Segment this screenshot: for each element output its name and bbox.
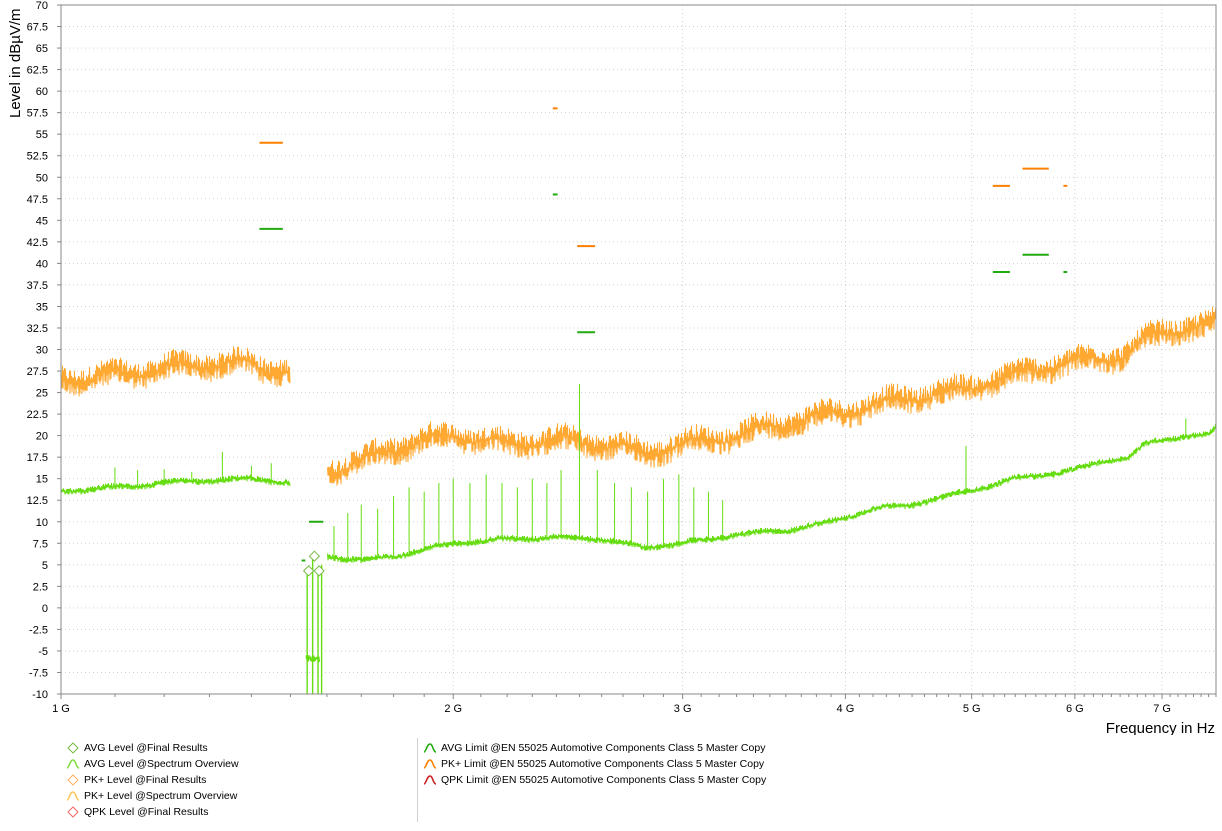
legend-diamond-symbol (67, 742, 79, 754)
x-tick-label: 5 G (963, 703, 981, 715)
avg-final-result-marker (308, 550, 321, 562)
y-tick-label: 32.5 (27, 323, 48, 335)
legend-item[interactable]: QPK Limit @EN 55025 Automotive Component… (423, 772, 766, 788)
x-axis-ticks: 1 G 2 G 3 G 4 G 5 G 6 G 7 G (52, 694, 1217, 715)
y-tick-label: 47.5 (27, 194, 48, 206)
legend-label: QPK Limit @EN 55025 Automotive Component… (441, 774, 767, 786)
y-tick-label: 0 (42, 603, 48, 615)
final-result-markers (302, 550, 325, 577)
y-tick-label: 67.5 (27, 22, 48, 34)
y-tick-label: 27.5 (27, 366, 48, 378)
legend-wave-symbol (423, 775, 437, 785)
y-tick-label: 62.5 (27, 65, 48, 77)
legend-item[interactable]: AVG Level @Spectrum Overview (66, 756, 239, 772)
legend-divider (417, 738, 418, 822)
x-tick-label: 2 G (444, 703, 462, 715)
y-tick-label: 17.5 (27, 452, 48, 464)
y-tick-label: 30 (36, 345, 48, 357)
x-tick-label: 1 G (52, 703, 70, 715)
y-tick-label: 37.5 (27, 280, 48, 292)
legend-item[interactable]: AVG Level @Final Results (66, 740, 239, 756)
y-tick-label: 55 (36, 129, 48, 141)
y-axis-ticks: 7067.56562.56057.55552.55047.54542.54037… (27, 0, 61, 701)
y-tick-label: 7.5 (33, 538, 48, 550)
y-tick-label: 70 (36, 0, 48, 12)
legend-label: AVG Level @Final Results (84, 742, 208, 754)
legend-item[interactable]: AVG Limit @EN 55025 Automotive Component… (423, 740, 766, 756)
y-tick-label: 65 (36, 43, 48, 55)
legend-wave-symbol (66, 759, 80, 769)
x-tick-label: 7 G (1153, 703, 1171, 715)
y-tick-label: -10 (32, 689, 48, 701)
pk-spectrum-trace (60, 306, 1217, 486)
y-tick-label: 35 (36, 301, 48, 313)
x-axis-label: Frequency in Hz (1106, 720, 1215, 735)
y-tick-label: 60 (36, 86, 48, 98)
legend-label: AVG Level @Spectrum Overview (84, 758, 239, 770)
legend-diamond-symbol (67, 806, 79, 818)
y-tick-label: 15 (36, 474, 48, 486)
y-tick-label: -2.5 (29, 624, 48, 636)
legend-column-1: AVG Level @Final Results AVG Level @Spec… (66, 740, 239, 820)
legend-item[interactable]: PK+ Level @Spectrum Overview (66, 788, 239, 804)
legend-label: AVG Limit @EN 55025 Automotive Component… (441, 742, 766, 754)
y-tick-label: 40 (36, 258, 48, 270)
y-axis-label: Level in dBµV/m (7, 8, 24, 118)
y-tick-label: 42.5 (27, 237, 48, 249)
y-tick-label: 45 (36, 215, 48, 227)
y-tick-label: 20 (36, 431, 48, 443)
traces (60, 306, 1217, 694)
legend-item[interactable]: QPK Level @Final Results (66, 804, 239, 820)
y-tick-label: 12.5 (27, 495, 48, 507)
legend-label: PK+ Level @Final Results (84, 774, 207, 786)
avg-spectrum-trace (60, 424, 1217, 663)
avg-final-result-marker (313, 565, 325, 577)
legend-wave-symbol (423, 759, 437, 769)
avg-final-result-marker (302, 565, 315, 577)
legend-label: PK+ Level @Spectrum Overview (84, 790, 238, 802)
legend-column-2: AVG Limit @EN 55025 Automotive Component… (423, 740, 766, 788)
x-tick-label: 3 G (674, 703, 692, 715)
legend-label: QPK Level @Final Results (84, 806, 209, 818)
x-tick-label: 4 G (837, 703, 855, 715)
legend-diamond-symbol (67, 774, 79, 786)
y-tick-label: 2.5 (33, 581, 48, 593)
y-tick-label: 25 (36, 388, 48, 400)
x-tick-label: 6 G (1066, 703, 1084, 715)
emc-chart: 7067.56562.56057.55552.55047.54542.54037… (7, 0, 1217, 735)
y-tick-label: -7.5 (29, 667, 48, 679)
legend-item[interactable]: PK+ Limit @EN 55025 Automotive Component… (423, 756, 766, 772)
y-tick-label: 52.5 (27, 151, 48, 163)
y-tick-label: 57.5 (27, 108, 48, 120)
y-tick-label: -5 (38, 646, 48, 658)
legend-wave-symbol (423, 743, 437, 753)
limit-lines (259, 107, 1068, 562)
legend-item[interactable]: PK+ Level @Final Results (66, 772, 239, 788)
y-tick-label: 5 (42, 560, 48, 572)
y-tick-label: 50 (36, 172, 48, 184)
y-tick-label: 10 (36, 517, 48, 529)
legend-wave-symbol (66, 791, 80, 801)
legend-label: PK+ Limit @EN 55025 Automotive Component… (441, 758, 765, 770)
y-tick-label: 22.5 (27, 409, 48, 421)
